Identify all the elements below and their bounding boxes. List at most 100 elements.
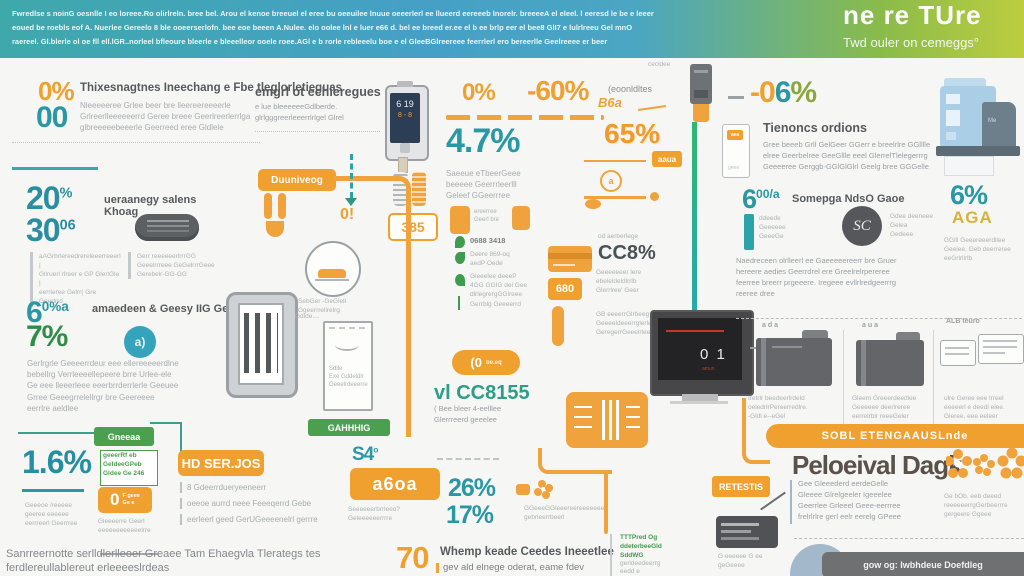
small-divider — [100, 553, 158, 555]
fridge-outline-icon: aea geee — [722, 124, 750, 178]
folder-caption: Iretrlr beedeerlrdeld oeledrlrPereerredl… — [748, 395, 808, 421]
coin-stack-icon — [412, 172, 426, 206]
orange-badge-num: 0 — [110, 490, 120, 509]
stat-47: 4.7% — [446, 122, 520, 160]
teal-connector — [18, 432, 96, 434]
topline-caption: cecldee — [648, 61, 671, 68]
usb-stick-icon — [688, 64, 714, 122]
stat-s4: S4o — [352, 444, 378, 466]
stat-c-body: Gerlrgrle Geeeerrdeur eee ellereeeeerdln… — [27, 359, 179, 413]
personal-desk-note: Ge bOb. eeb deeed reeeeeerrgGerbeerrre g… — [944, 493, 1008, 519]
badge-680: 680 — [548, 278, 582, 300]
mid-subtext: e lue bleeeeeeGdlberde. glrlgggreerleeer… — [255, 102, 344, 122]
aga-body: GGlll Geeereeerdllee Geelee. Geb deerrer… — [944, 237, 1011, 263]
stat-neg06: -06% — [750, 76, 817, 110]
plant-icon — [455, 274, 465, 286]
plant-icon — [455, 252, 465, 264]
green-badge-label: Gneeaa — [107, 431, 141, 442]
footer-banner: gow og: Iwbhdeue Doefdleg — [822, 552, 1024, 576]
stat-b-30: 3006 — [26, 212, 76, 249]
stat-6b-num: 6 — [742, 184, 757, 214]
pd-accent-bar — [790, 480, 792, 524]
stat-70: 70 — [396, 540, 429, 575]
hd-ser-label: HD SER.JOS — [181, 455, 261, 471]
orange-elbow-r — [742, 398, 770, 464]
cc8-body-2: GB eeeerrGlrbeeg Geeeeldeeerrglerlee Ger… — [596, 311, 656, 337]
lens-caption: SebGer -GeGlell Ggeerrrellrelrg — [298, 298, 347, 315]
folder-doodle: aua — [862, 322, 881, 329]
stat-6c: 6% — [950, 180, 988, 210]
a6oa-badge: a6oa — [350, 468, 440, 500]
mid-heading: emgrl ot echieregues — [255, 85, 381, 99]
outline-card-icon — [940, 340, 976, 366]
stat-b-30-sup: 06 — [59, 217, 76, 234]
lens-circle-icon — [305, 241, 361, 297]
folder-divider — [843, 330, 844, 426]
phone-icon — [226, 292, 298, 398]
dashed-divider — [736, 318, 1022, 319]
green-outline-box: geeerRf eb GeldeeGPeb Gldee Ge 246 — [100, 450, 158, 486]
printer-label: Me — [988, 118, 997, 124]
stat-s4-sup: o — [373, 444, 379, 455]
list-item: eerleerl geed GerUGeeeenelrl gerrre — [180, 514, 362, 526]
tiny-gray-note: gerldeedeerrg eedd e — [620, 560, 661, 576]
trends-body: Gree beeeb Grll GelGeer GGerr e breelrlr… — [763, 140, 931, 171]
orange-bar-icon — [450, 206, 470, 234]
green-badge-2: GAHHHIG — [308, 419, 390, 436]
stat-b-heading: ueraanegy salens Khoag — [104, 194, 197, 218]
cc8-body: Geeeeeeer lere ebeleldeldlrrlb Glerrlree… — [596, 269, 642, 295]
teal-bar-icon — [744, 214, 754, 250]
orange-badge-0f: 0 F geee Ge e — [98, 487, 152, 513]
monitor-stand — [682, 394, 718, 401]
scribble-text: B6a — [598, 95, 622, 110]
monitor-base — [670, 401, 728, 404]
stat-a-heading: Thixesnagtnes Ineechang e Fbe tleglorlet… — [80, 82, 343, 94]
section-banner: SOBL ETENGAAUSLnde — [766, 424, 1024, 448]
circle-a-label: a — [608, 176, 614, 186]
stat-b-20: 20% — [26, 180, 72, 217]
orange-vline — [604, 470, 608, 534]
chip-icon — [566, 392, 648, 448]
meter-screen: 6 19 8 - 8 — [390, 93, 420, 143]
vl-badge-sub: be.eq — [485, 359, 502, 366]
retests-badge: RETESTIS — [712, 476, 770, 497]
stat-26: 26% — [448, 474, 496, 502]
orange-oval — [585, 199, 601, 209]
meter-button — [397, 81, 413, 87]
device-stripe — [147, 230, 189, 232]
banner-title: ne re TUre — [843, 0, 982, 30]
device-stripe — [147, 220, 189, 222]
folder-doodle: ada — [762, 322, 781, 329]
dash-rule — [437, 458, 499, 460]
stat-6b-sup: 00/a — [756, 187, 780, 201]
monitor-subtext: amun — [702, 366, 715, 372]
vertical-divider — [610, 534, 612, 576]
outline-doodle: ALB teuro — [946, 318, 980, 325]
monogram-label: SC — [853, 217, 871, 234]
vl-badge-label: (0 — [470, 355, 482, 370]
stat-a-body: Nleeeeeree Grlee beer bre lleereereeeerl… — [80, 101, 251, 133]
teal-elbow-h — [150, 422, 182, 424]
orange-vbar — [552, 306, 564, 346]
stat-17: 17% — [446, 501, 494, 529]
duct-badge: Duuniveog — [258, 169, 336, 191]
stat-neg60-caption: (eoonldltes — [608, 84, 653, 94]
tiny-green-note: TTTPred Og ddeterbeeGld SddWG — [620, 534, 662, 559]
stat-b-20-num: 20 — [26, 180, 61, 216]
stat-6b-heading: Somepga NdsO Gaoe — [792, 193, 905, 205]
plant-list-item: Gleeelee deeeP 4GG GGIG del Gee dlrlegre… — [470, 273, 528, 299]
monitor-digits: 0 1 — [700, 346, 727, 363]
bars-caption: ereerree Geerl bre — [474, 209, 500, 224]
panel-text: Sdlle Exe Gddeldlr Geeelrdeeerre — [329, 366, 368, 389]
stat-neg06-num: 6 — [774, 76, 792, 109]
outline-caption: ulre Geree eee lrreel eeeeerl e deedl el… — [944, 395, 1005, 421]
monitor-icon: 0 1 amun — [650, 310, 754, 396]
outline-card-icon-2 — [978, 334, 1024, 364]
banner-text-2: eoued be roebls eof A. Nuerlee Gereelo 8… — [12, 23, 633, 32]
flower-icons — [946, 448, 1024, 479]
meter-digits-2: 8 - 8 — [397, 112, 412, 119]
list-item: oeeoe aurrd neee Feeeqerrd Gebe — [180, 498, 362, 510]
orange-connector-elbow — [334, 176, 411, 437]
green-badge-2-label: GAHHHIG — [327, 422, 371, 433]
monogram-caption: Gdee deeneee Gelea Gedeee — [890, 213, 934, 239]
